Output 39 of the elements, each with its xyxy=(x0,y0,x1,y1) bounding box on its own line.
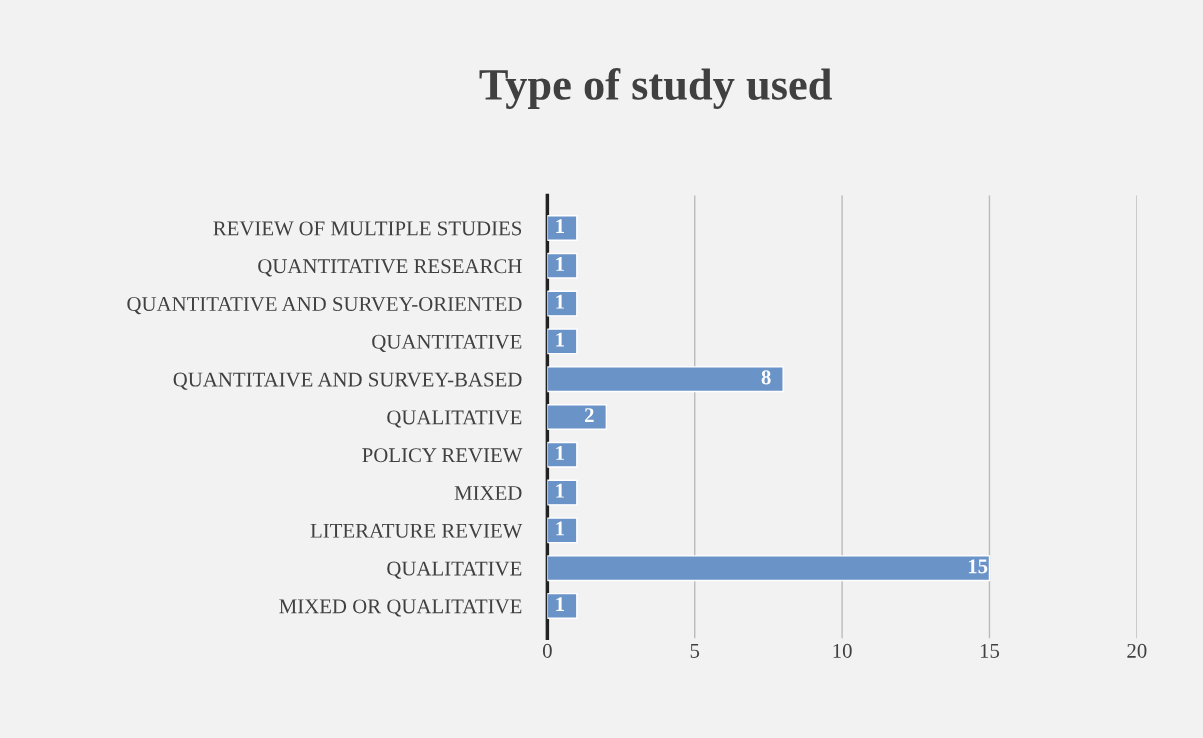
bar xyxy=(547,403,608,430)
data-label: 1 xyxy=(556,446,564,460)
data-label: 15 xyxy=(968,559,988,574)
data-label: 1 xyxy=(556,219,564,233)
y-tick-label: MIXED OR QUALITATIVE xyxy=(279,599,522,617)
x-tick-label: 5 xyxy=(690,644,700,658)
data-label: 8 xyxy=(761,370,771,385)
bar xyxy=(547,592,578,619)
x-tick-label: 20 xyxy=(1127,643,1147,658)
y-tick-label: QUANTITATIVE AND SURVEY-ORIENTED xyxy=(127,297,522,315)
y-tick-label: QUANTITAIVE AND SURVEY-BASED xyxy=(173,372,522,390)
data-label: 2 xyxy=(584,408,594,422)
x-tick-label: 15 xyxy=(980,643,1000,658)
chart-title: Type of study used xyxy=(479,68,832,109)
y-tick-label: MIXED xyxy=(454,486,522,500)
y-tick-label: POLICY REVIEW xyxy=(362,448,523,463)
y-tick-label: QUALITATIVE xyxy=(387,410,522,428)
bar xyxy=(547,555,991,582)
data-label: 1 xyxy=(556,597,564,611)
data-label: 1 xyxy=(556,521,564,536)
data-label: 1 xyxy=(556,294,564,309)
y-tick-label: QUALITATIVE xyxy=(387,561,522,579)
bar xyxy=(547,517,578,544)
bar xyxy=(547,328,578,355)
bar xyxy=(547,441,578,468)
y-tick-label: REVIEW OF MULTIPLE STUDIES xyxy=(213,221,522,236)
bar xyxy=(547,479,578,506)
y-tick-label: QUANTITATIVE RESEARCH xyxy=(258,259,522,277)
data-label: 1 xyxy=(556,332,564,347)
bar xyxy=(547,366,784,393)
x-tick-label: 10 xyxy=(833,643,852,658)
bar xyxy=(547,252,578,279)
y-tick-label: LITERATURE REVIEW xyxy=(310,523,523,538)
x-tick-label: 0 xyxy=(542,643,552,658)
data-label: 1 xyxy=(556,257,564,271)
bar xyxy=(547,215,578,241)
bar xyxy=(547,290,578,317)
data-label: 1 xyxy=(556,483,564,498)
y-tick-label: QUANTITATIVE xyxy=(372,334,522,352)
